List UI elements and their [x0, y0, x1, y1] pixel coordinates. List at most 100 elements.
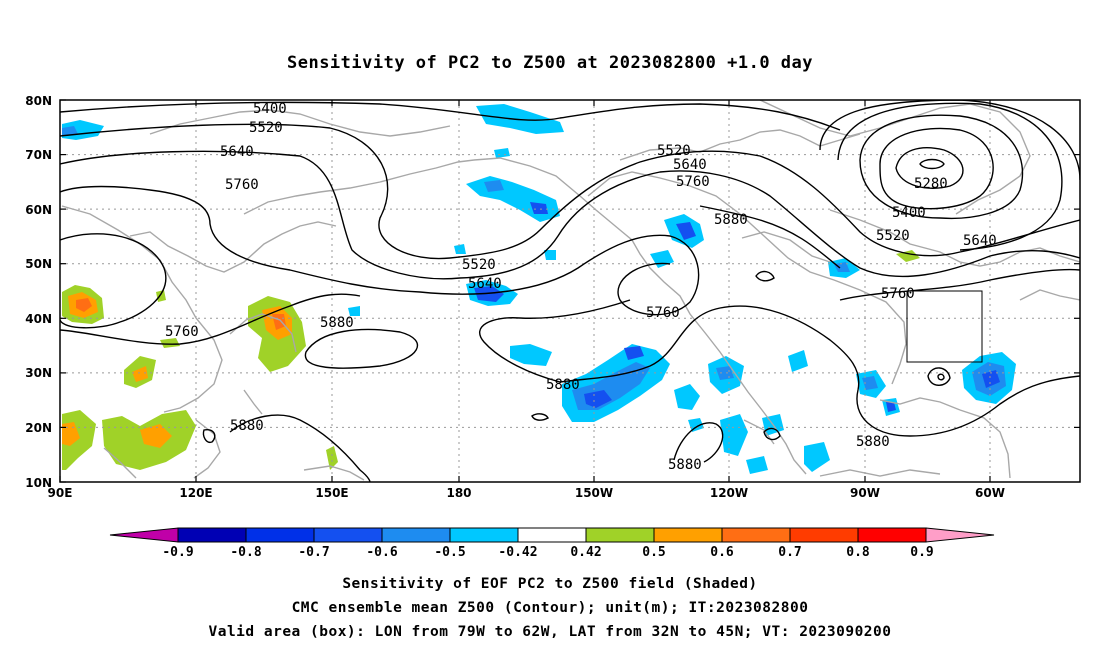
contour-5760 — [60, 185, 700, 316]
contour-5880 — [531, 413, 549, 421]
contour-5880 — [202, 428, 216, 443]
map-panel: 5400 5520 5640 5760 5760 5520 5640 5880 … — [25, 94, 1081, 500]
contour-label: 5760 — [225, 177, 259, 193]
contour-label: 5880 — [546, 377, 580, 393]
positive-core-patch — [132, 366, 148, 382]
contour-label: 5520 — [876, 228, 910, 244]
negative-core-patch — [624, 346, 644, 360]
contour-label: 5880 — [856, 434, 890, 450]
contour-5880 — [937, 373, 945, 381]
lon-label: 120W — [710, 486, 748, 500]
negative-patch — [348, 306, 360, 316]
contour-label: 5640 — [673, 157, 707, 173]
negative-core-patch — [886, 402, 896, 412]
colorbar-cell — [789, 527, 859, 543]
lat-label: 40N — [25, 312, 52, 326]
colorbar-label: 0.7 — [778, 545, 801, 560]
contour-label: 5640 — [468, 276, 502, 292]
colorbar-label: -0.42 — [498, 545, 537, 560]
positive-core-patch — [76, 298, 92, 312]
colorbar-cell — [653, 527, 723, 543]
negative-patch — [454, 244, 466, 254]
colorbar-label: -0.9 — [162, 545, 193, 560]
colorbar-label: -0.5 — [434, 545, 465, 560]
contour-labels: 5400 5520 5640 5760 5760 5520 5640 5880 … — [165, 101, 997, 473]
contour-label: 5760 — [646, 305, 680, 321]
colorbar-cell — [857, 527, 927, 543]
negative-patch — [510, 344, 552, 366]
contour-5400 — [60, 101, 841, 131]
contour-5880 — [478, 299, 631, 383]
contour-5880 — [304, 328, 419, 369]
contour-5760 — [60, 293, 361, 345]
caption-line: Valid area (box): LON from 79W to 62W, L… — [208, 624, 891, 640]
negative-core-patch — [584, 390, 612, 408]
negative-core-patch — [862, 376, 878, 390]
contour-5880 — [673, 422, 724, 463]
contour-label: 5280 — [914, 176, 948, 192]
negative-patch — [494, 148, 510, 158]
colorbar-cell — [585, 527, 655, 543]
lon-label: 120E — [179, 486, 212, 500]
contour-5880 — [763, 427, 781, 441]
lat-label: 70N — [25, 148, 52, 162]
contour-label: 5640 — [220, 144, 254, 160]
colorbar-label: 0.6 — [710, 545, 734, 560]
contour-5280 — [919, 158, 945, 170]
axis-ticks — [59, 99, 1080, 483]
lon-label: 90W — [850, 486, 880, 500]
negative-patch — [788, 350, 808, 372]
colorbar-label: -0.7 — [298, 545, 329, 560]
negative-patch — [688, 418, 704, 432]
colorbar-cell — [177, 527, 247, 543]
colorbar-cell — [109, 527, 179, 543]
contour-5760 — [839, 268, 1080, 301]
lon-label: 180 — [446, 486, 471, 500]
colorbar-label: 0.9 — [910, 545, 933, 560]
lon-labels: 90E 120E 150E 180 150W 120W 90W 60W — [48, 486, 1005, 500]
contour-label: 5880 — [320, 315, 354, 331]
positive-patch — [156, 290, 166, 302]
positive-core-patch — [140, 424, 172, 448]
colorbar: -0.9 -0.8 -0.7 -0.6 -0.5 -0.42 0.42 0.5 … — [109, 527, 995, 560]
contour-5280 — [895, 147, 964, 189]
lon-label: 150W — [575, 486, 613, 500]
colorbar-cell — [381, 527, 451, 543]
contour-label: 5640 — [963, 233, 997, 249]
contour-label: 5400 — [253, 101, 287, 117]
colorbar-cell — [517, 527, 587, 543]
contour-5880 — [699, 205, 841, 269]
contour-5880 — [755, 270, 775, 282]
negative-core-patch — [62, 126, 78, 136]
map-frame — [59, 99, 1081, 483]
lat-label: 20N — [25, 421, 52, 435]
lon-label: 150E — [315, 486, 348, 500]
colorbar-label: -0.6 — [366, 545, 397, 560]
contour-5880 — [559, 305, 1080, 437]
contour-label: 5400 — [892, 205, 926, 221]
contour-label: 5520 — [462, 257, 496, 273]
negative-core-patch — [982, 370, 1000, 388]
colorbar-labels: -0.9 -0.8 -0.7 -0.6 -0.5 -0.42 0.42 0.5 … — [162, 545, 933, 560]
negative-patch — [804, 442, 830, 472]
contour-5400 — [859, 114, 1024, 220]
negative-patch — [544, 250, 556, 260]
colorbar-cells — [109, 527, 995, 543]
lon-label: 90E — [48, 486, 73, 500]
colorbar-cell — [313, 527, 383, 543]
positive-patch — [326, 446, 338, 470]
colorbar-cell — [245, 527, 315, 543]
negative-core-patch — [484, 180, 504, 192]
caption-line: CMC ensemble mean Z500 (Contour); unit(m… — [292, 600, 809, 616]
contour-label: 5880 — [668, 457, 702, 473]
contour-label: 5520 — [249, 120, 283, 136]
lat-label: 10N — [25, 476, 52, 490]
contour-5520 — [837, 102, 1063, 251]
figure-title: Sensitivity of PC2 to Z500 at 2023082800… — [287, 53, 813, 73]
caption-line: Sensitivity of EOF PC2 to Z500 field (Sh… — [342, 576, 757, 592]
negative-core-patch — [530, 202, 548, 214]
lat-label: 60N — [25, 203, 52, 217]
valid-area-box — [906, 290, 983, 363]
contour-label: 5760 — [676, 174, 710, 190]
negative-patch — [720, 414, 748, 456]
